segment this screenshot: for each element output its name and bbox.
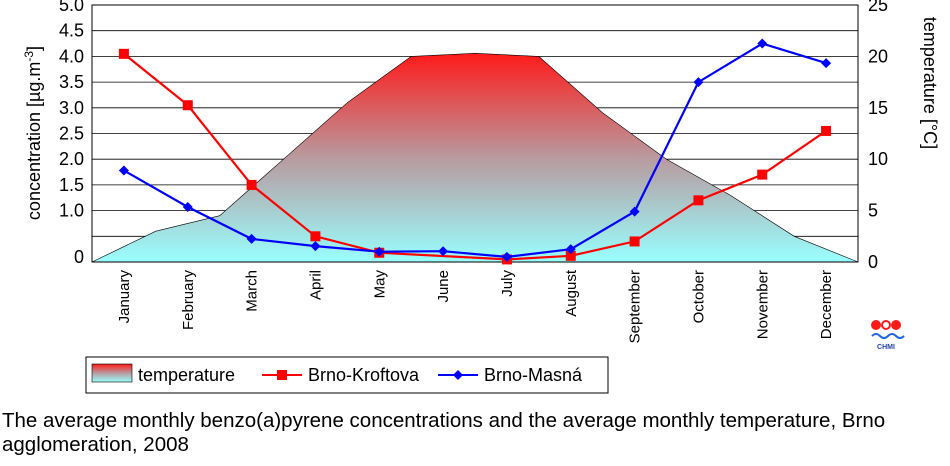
data-point: [310, 241, 321, 252]
legend-swatch-temperature: [91, 363, 133, 383]
legend: temperature Brno-Kroftova Brno-Masná: [85, 356, 609, 394]
left-axis-ticks: 0 1.0 1.5 2.0 2.5 3.0 3.5 4.0 4.5 5.0: [59, 0, 84, 267]
right-tick-label: 10: [868, 149, 888, 169]
right-axis-ticks: 0 5 10 15 20 25: [868, 0, 888, 272]
right-axis-title: temperature [°C]: [920, 17, 940, 149]
month-label: July: [499, 270, 516, 297]
data-point: [246, 179, 257, 190]
month-label: February: [180, 270, 197, 331]
plot-frame: [91, 4, 859, 263]
data-point: [118, 165, 129, 176]
data-point: [310, 231, 321, 242]
logo-dot-middle: [881, 320, 891, 330]
data-point: [438, 246, 449, 257]
left-tick-label: 4.5: [59, 21, 84, 41]
right-tick-label: 0: [868, 252, 878, 272]
data-point: [821, 58, 832, 69]
data-point: [246, 233, 257, 244]
month-label: August: [563, 269, 580, 317]
logo-dot-left: [871, 320, 881, 330]
month-label: January: [116, 270, 133, 324]
left-axis-title: concentration [µg.m-3]: [22, 46, 44, 220]
data-point: [182, 202, 193, 213]
month-label: March: [244, 270, 261, 312]
data-point: [757, 38, 768, 49]
series-line-1: [123, 42, 827, 259]
month-label: November: [754, 270, 771, 339]
left-tick-label: 2.0: [59, 149, 84, 169]
month-label: September: [627, 270, 644, 343]
left-tick-label: 5.0: [59, 0, 84, 15]
left-tick-label: 4.0: [59, 46, 84, 66]
right-tick-label: 5: [868, 201, 878, 221]
chart-caption: The average monthly benzo(a)pyrene conce…: [2, 409, 886, 456]
legend-marker-masna: [453, 370, 463, 380]
data-point: [821, 125, 832, 136]
logo-wave: [871, 333, 905, 339]
data-point: [693, 195, 704, 206]
month-labels: January February March April May June July Augu…: [116, 269, 835, 343]
legend-marker-kroftova: [277, 370, 287, 380]
month-label: April: [307, 270, 324, 300]
chmi-logo: CHMI: [871, 320, 905, 351]
logo-dot-right: [891, 320, 901, 330]
legend-label-kroftova: Brno-Kroftova: [308, 365, 420, 385]
left-tick-label: 1.5: [59, 175, 84, 195]
left-tick-label: 3.5: [59, 72, 84, 92]
data-point: [182, 100, 193, 111]
logo-text: CHMI: [877, 344, 895, 351]
left-tick-label: 0: [74, 247, 84, 267]
right-tick-label: 20: [868, 46, 888, 66]
data-point: [693, 77, 704, 88]
data-point: [501, 251, 512, 262]
month-label: December: [818, 270, 835, 339]
month-label: June: [435, 270, 452, 303]
right-tick-label: 25: [868, 0, 888, 15]
series-layer: [118, 38, 832, 265]
month-label: May: [371, 270, 388, 299]
data-point: [374, 246, 385, 257]
data-point: [629, 206, 640, 217]
left-tick-label: 3.0: [59, 98, 84, 118]
month-label: October: [690, 270, 707, 323]
legend-label-masna: Brno-Masná: [484, 365, 583, 385]
legend-label-temperature: temperature: [138, 365, 235, 385]
data-point: [757, 169, 768, 180]
left-tick-label: 2.5: [59, 124, 84, 144]
data-point: [565, 244, 576, 255]
right-tick-label: 15: [868, 98, 888, 118]
temperature-area: [91, 52, 859, 263]
data-point: [565, 250, 576, 261]
data-point: [629, 236, 640, 247]
data-point: [118, 48, 129, 59]
left-tick-label: 1.0: [59, 201, 84, 221]
